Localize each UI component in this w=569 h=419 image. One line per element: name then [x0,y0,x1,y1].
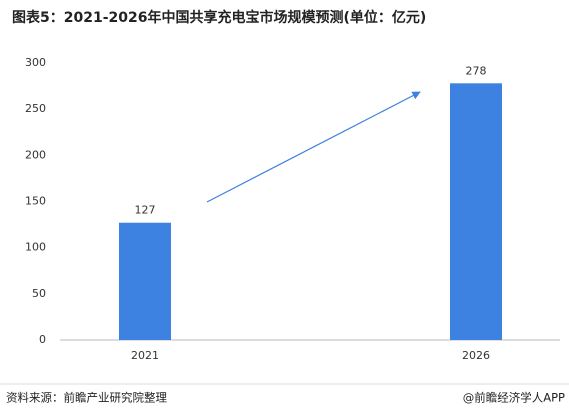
y-tick-label: 50 [32,287,46,300]
y-tick-label: 100 [25,241,46,254]
chart-title: 图表5：2021-2026年中国共享充电宝市场规模预测(单位：亿元) [12,9,426,26]
data-label: 127 [135,204,156,217]
footer-brand: @前瞻经济学人APP [463,391,565,405]
x-tick-label: 2021 [131,349,159,362]
y-tick-label: 200 [25,148,46,161]
y-tick-label: 300 [25,56,46,69]
bar [119,222,171,340]
bar [450,83,502,341]
y-tick-label: 0 [39,333,46,346]
data-label: 278 [466,64,487,77]
x-tick-label: 2026 [462,349,490,362]
y-tick-label: 250 [25,102,46,115]
trend-arrow [206,91,421,203]
y-tick-label: 150 [25,195,46,208]
source-note: 资料来源：前瞻产业研究院整理 [6,391,167,405]
